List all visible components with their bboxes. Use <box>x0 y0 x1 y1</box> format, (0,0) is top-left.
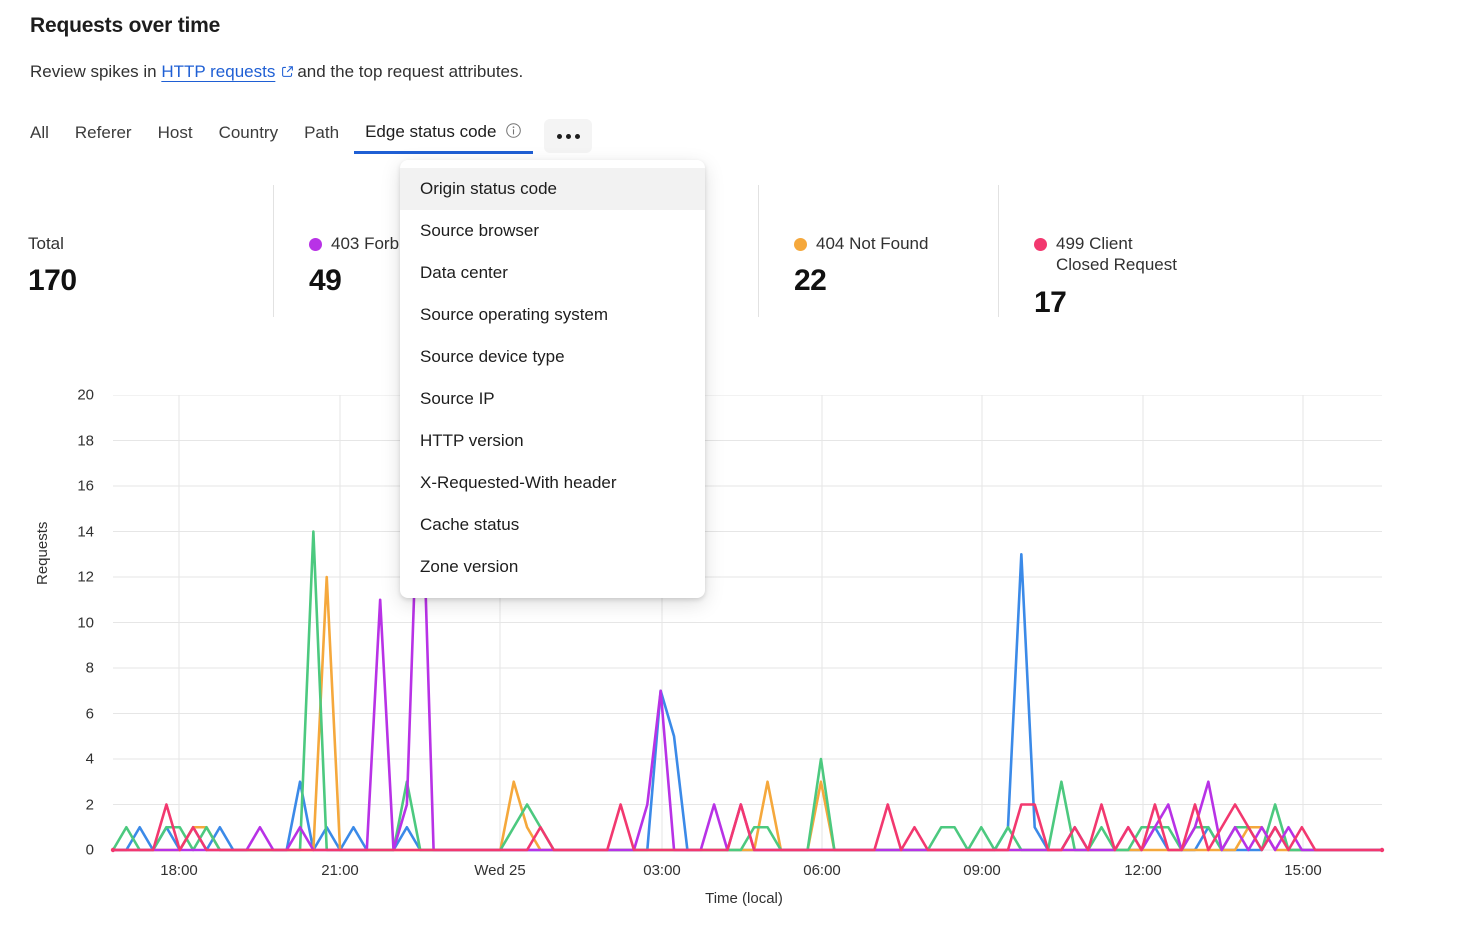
y-axis-tick-label: 6 <box>85 705 94 722</box>
dropdown-item-http-version[interactable]: HTTP version <box>420 431 524 450</box>
legend-dot-icon <box>794 238 807 251</box>
stat-value: 49 <box>309 264 342 298</box>
x-axis-tick-label: 09:00 <box>963 862 1001 879</box>
stat-divider <box>758 185 759 317</box>
ellipsis-icon <box>556 133 562 139</box>
info-icon[interactable] <box>505 123 522 143</box>
tab-label: Host <box>157 123 193 142</box>
x-axis-tick-label: 06:00 <box>803 862 841 879</box>
x-axis-tick-label: Wed 25 <box>474 862 526 879</box>
tab-label: Edge status code <box>365 122 497 141</box>
y-axis-tick-label: 18 <box>77 432 94 449</box>
chart-series-line <box>111 552 1384 852</box>
stat-label-text: 404 Not Found <box>816 234 929 253</box>
stat-label: 404 Not Found <box>794 233 998 254</box>
y-axis-tick-label: 4 <box>85 750 94 768</box>
x-axis-tick-label: 12:00 <box>1124 862 1162 879</box>
y-axis-tick-label: 14 <box>77 523 94 540</box>
y-axis-tick-label: 12 <box>77 568 94 586</box>
x-axis-tick-label: 21:00 <box>321 862 359 879</box>
tab-all[interactable]: All <box>28 119 62 153</box>
page-title: Requests over time <box>30 14 221 37</box>
y-axis-tick-label: 8 <box>85 659 94 677</box>
stat-label: 499 Client Closed Request <box>1034 233 1248 276</box>
chart-series-line <box>111 530 1384 852</box>
stat-card: Total 170 <box>28 185 273 325</box>
subtitle-text-after: and the top request attributes. <box>297 62 524 81</box>
page-subtitle: Review spikes in HTTP requests and the to… <box>30 62 523 83</box>
more-options-button[interactable] <box>544 119 593 153</box>
stat-label-text: Total <box>28 234 64 253</box>
external-link-icon <box>281 63 294 83</box>
dropdown-item-data-center[interactable]: Data center <box>420 263 508 282</box>
y-axis-tick-label: 0 <box>85 841 94 859</box>
x-axis-tick-label: 03:00 <box>643 862 681 879</box>
stat-card: 499 Client Closed Request 17 <box>998 185 1248 325</box>
dropdown-item-source-ip[interactable]: Source IP <box>420 389 495 408</box>
tab-edge-status-code[interactable]: Edge status code <box>352 118 535 154</box>
tab-label: Path <box>304 123 340 142</box>
tab-referer[interactable]: Referer <box>62 119 145 153</box>
y-axis-labels: 0 2 4 6 8 10 12 14 16 18 20 <box>48 387 94 859</box>
requests-chart <box>0 395 1458 940</box>
attribute-dropdown-menu: Origin status code Source browser Data cen… <box>400 160 705 598</box>
dropdown-item-source-operating-system[interactable]: Source operating system <box>420 305 609 324</box>
stat-label-text: 499 Client Closed Request <box>1056 234 1177 275</box>
series-endpoint-marker <box>1379 847 1385 853</box>
x-axis-title: Time (local) <box>0 890 1458 907</box>
y-axis-tick-label: 16 <box>77 477 94 495</box>
ellipsis-icon <box>574 133 580 139</box>
x-axis-tick-label: 15:00 <box>1284 862 1322 879</box>
stat-card: 404 Not Found 22 <box>758 185 998 325</box>
x-axis-labels: 18:00 21:00 Wed 25 03:00 06:00 09:00 12:00 15:0… <box>0 862 1458 892</box>
y-axis-tick-label: 20 <box>77 386 94 404</box>
legend-dot-icon <box>1034 238 1047 251</box>
tab-label: All <box>30 123 49 142</box>
dropdown-item-source-browser[interactable]: Source browser <box>420 221 540 240</box>
stat-divider <box>273 185 274 317</box>
stat-label: Total <box>28 233 273 254</box>
stat-divider <box>998 185 999 317</box>
stat-value: 170 <box>28 264 77 298</box>
chart-series-line <box>111 803 1384 852</box>
y-axis-title: Requests <box>34 521 51 585</box>
tab-path[interactable]: Path <box>291 119 352 153</box>
x-axis-title-text: Time (local) <box>705 890 783 907</box>
series-endpoint-marker <box>110 847 116 853</box>
dropdown-item-cache-status[interactable]: Cache status <box>420 515 520 534</box>
tab-country[interactable]: Country <box>206 119 292 153</box>
dropdown-item-zone-version[interactable]: Zone version <box>420 557 519 576</box>
x-axis-tick-label: 18:00 <box>160 862 198 879</box>
stat-label-line2: Closed Request <box>1056 255 1177 275</box>
dropdown-item-x-requested-with-header[interactable]: X-Requested-With header <box>420 473 617 492</box>
tab-host[interactable]: Host <box>145 119 206 153</box>
y-axis-tick-label: 10 <box>77 614 94 631</box>
y-axis-tick-label: 2 <box>85 796 94 813</box>
stat-value: 17 <box>1034 285 1067 319</box>
dropdown-item-source-device-type[interactable]: Source device type <box>420 347 565 366</box>
chart-plot-area <box>110 395 1385 853</box>
legend-dot-icon <box>309 238 322 251</box>
subtitle-text-before: Review spikes in <box>30 62 162 81</box>
attribute-tabs: All Referer Host Country Path Edge status cod… <box>28 118 593 154</box>
tab-label: Country <box>218 123 279 142</box>
dropdown-item-origin-status-code[interactable]: Origin status code <box>400 168 705 210</box>
ellipsis-icon <box>565 133 571 139</box>
stat-value: 22 <box>794 264 827 298</box>
tab-label: Referer <box>74 123 132 142</box>
http-requests-link[interactable]: HTTP requests <box>161 62 276 81</box>
